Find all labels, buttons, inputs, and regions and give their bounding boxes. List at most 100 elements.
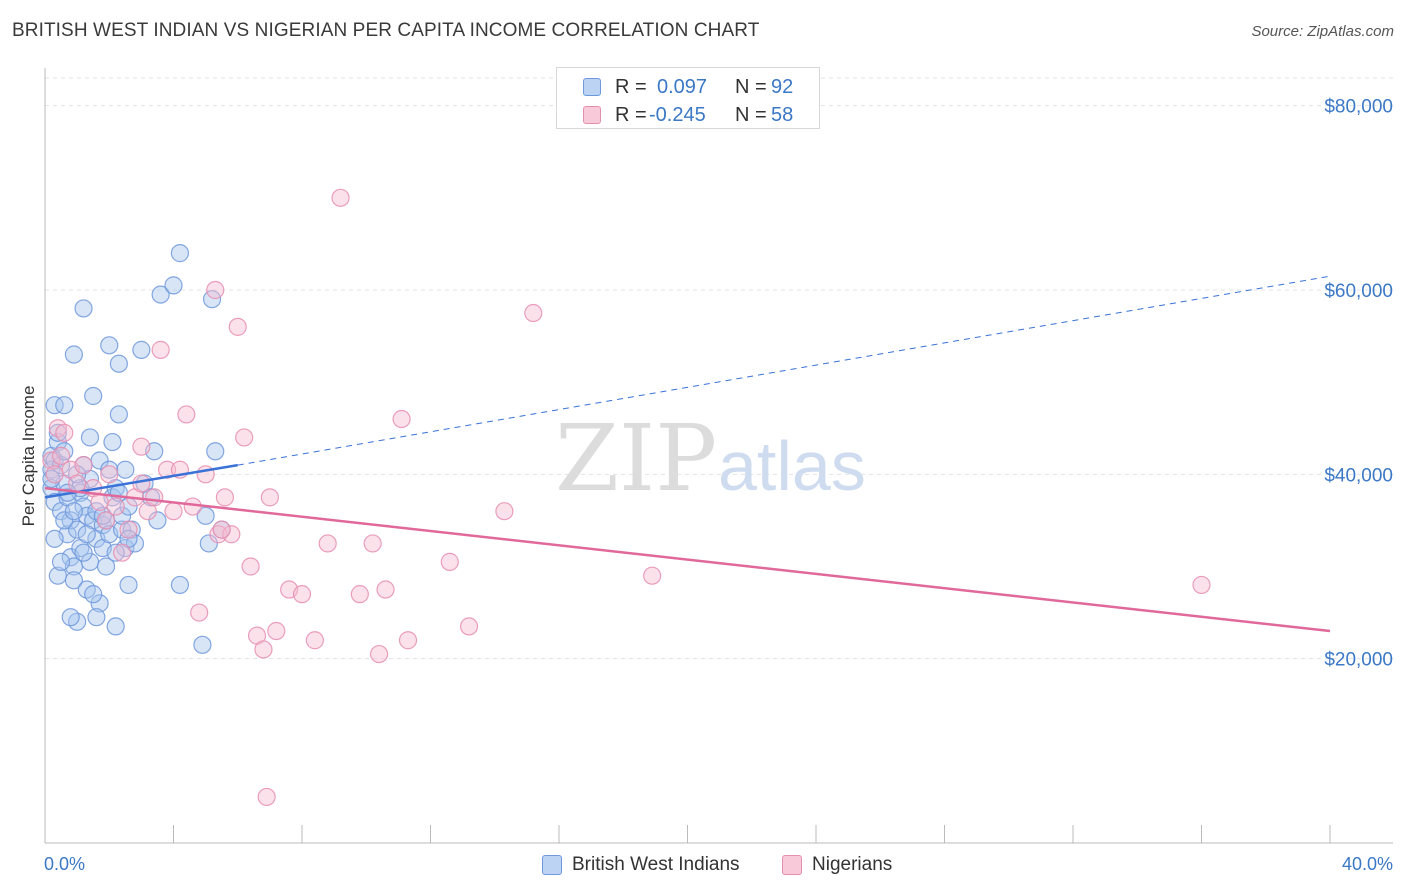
n-value: 92 (771, 75, 794, 98)
point-nigerian (45, 465, 64, 484)
point-british-west-indian (206, 442, 225, 461)
point-nigerian (100, 465, 119, 484)
watermark: ZIP atlas (555, 405, 866, 512)
legend-label: British West Indians (572, 854, 740, 875)
legend-swatch-pink (782, 855, 802, 875)
point-nigerian (392, 409, 411, 429)
point-british-west-indian (100, 460, 119, 479)
legend-item-nigerians[interactable]: Nigerians (782, 853, 892, 877)
point-british-west-indian (64, 502, 84, 521)
point-nigerian (267, 621, 286, 641)
point-nigerian (119, 520, 138, 539)
point-nigerian (215, 488, 234, 507)
point-british-west-indian (90, 594, 109, 613)
source-label: Source: ZipAtlas.com (1251, 23, 1394, 40)
point-nigerian (132, 437, 151, 456)
point-british-west-indian (74, 299, 93, 318)
y-tick-label: $60,000 (1324, 281, 1393, 302)
point-british-west-indian (77, 525, 96, 544)
point-british-west-indian (199, 534, 218, 553)
point-nigerian (151, 340, 170, 359)
point-nigerian (254, 640, 273, 659)
point-british-west-indian (68, 465, 87, 484)
point-nigerian (235, 428, 254, 447)
r-label: R = (615, 75, 647, 98)
point-nigerian (177, 405, 196, 424)
legend-label: Nigerians (812, 854, 893, 875)
y-axis-label: Per Capita Income (19, 386, 38, 527)
point-british-west-indian (55, 396, 74, 415)
point-nigerian (292, 585, 312, 604)
point-nigerian (495, 502, 514, 521)
point-nigerian (157, 460, 177, 479)
point-nigerian (260, 488, 279, 507)
n-label: N = (735, 75, 767, 98)
point-nigerian (241, 557, 260, 576)
point-nigerian (222, 525, 241, 544)
pink-swatch (583, 106, 601, 124)
point-nigerian (524, 303, 543, 323)
point-british-west-indian (196, 506, 215, 525)
y-tick-label: $40,000 (1324, 465, 1393, 486)
point-british-west-indian (106, 543, 125, 562)
point-british-west-indian (80, 428, 100, 447)
point-british-west-indian (48, 566, 67, 585)
point-british-west-indian (51, 552, 71, 571)
point-nigerian (51, 446, 71, 465)
point-british-west-indian (68, 612, 87, 631)
point-nigerian (112, 543, 132, 562)
point-nigerian (363, 534, 382, 553)
point-nigerian (228, 317, 247, 336)
point-nigerian (48, 419, 67, 438)
point-british-west-indian (103, 432, 122, 452)
point-nigerian (257, 787, 276, 807)
point-nigerian (106, 497, 125, 516)
r-value: 0.097 (657, 75, 708, 98)
point-british-west-indian (84, 585, 103, 604)
y-tick-labels: $20,000 $40,000 $60,000 $80,000 (1324, 97, 1393, 671)
point-british-west-indian (87, 608, 106, 627)
point-nigerian (318, 534, 337, 553)
point-british-west-indian (164, 276, 183, 295)
watermark-atlas: atlas (718, 427, 866, 505)
point-british-west-indian (45, 396, 64, 415)
point-nigerian (376, 580, 395, 599)
stats-legend-box: R = 0.097 N = 92 R = -0.245 N = 58 (556, 67, 820, 129)
point-nigerian (132, 474, 151, 493)
point-british-west-indian (45, 529, 64, 548)
point-nigerian (183, 497, 202, 516)
point-nigerian (331, 188, 350, 207)
point-nigerian (370, 644, 389, 664)
point-british-west-indian (106, 617, 125, 636)
point-nigerian (643, 566, 662, 585)
point-british-west-indian (170, 244, 190, 263)
point-british-west-indian (132, 340, 151, 359)
point-british-west-indian (68, 520, 87, 539)
point-british-west-indian (48, 432, 67, 452)
point-nigerian (440, 552, 459, 571)
point-nigerian (459, 617, 479, 636)
legend-item-british-west-indians[interactable]: British West Indians (542, 853, 740, 877)
point-british-west-indian (48, 423, 67, 442)
point-nigerian (145, 488, 164, 507)
trend-line-blue-extension (237, 275, 1331, 466)
x-tick-label-min: 0.0% (44, 854, 85, 874)
point-nigerian (190, 603, 209, 622)
watermark-zip: ZIP (555, 405, 717, 512)
point-british-west-indian (61, 608, 80, 627)
point-british-west-indian (109, 354, 128, 373)
trend-lines (44, 275, 1331, 633)
point-british-west-indian (55, 511, 74, 530)
x-tick-label-max: 40.0% (1342, 854, 1393, 874)
r-value: -0.245 (649, 103, 706, 126)
point-british-west-indian (112, 520, 132, 539)
point-nigerian (164, 502, 183, 521)
point-british-west-indian (119, 575, 138, 595)
point-british-west-indian (64, 345, 84, 364)
point-nigerian (212, 520, 231, 539)
point-british-west-indian (148, 511, 167, 530)
n-label: N = (735, 103, 767, 126)
point-british-west-indian (151, 285, 170, 304)
point-british-west-indian (170, 575, 190, 595)
